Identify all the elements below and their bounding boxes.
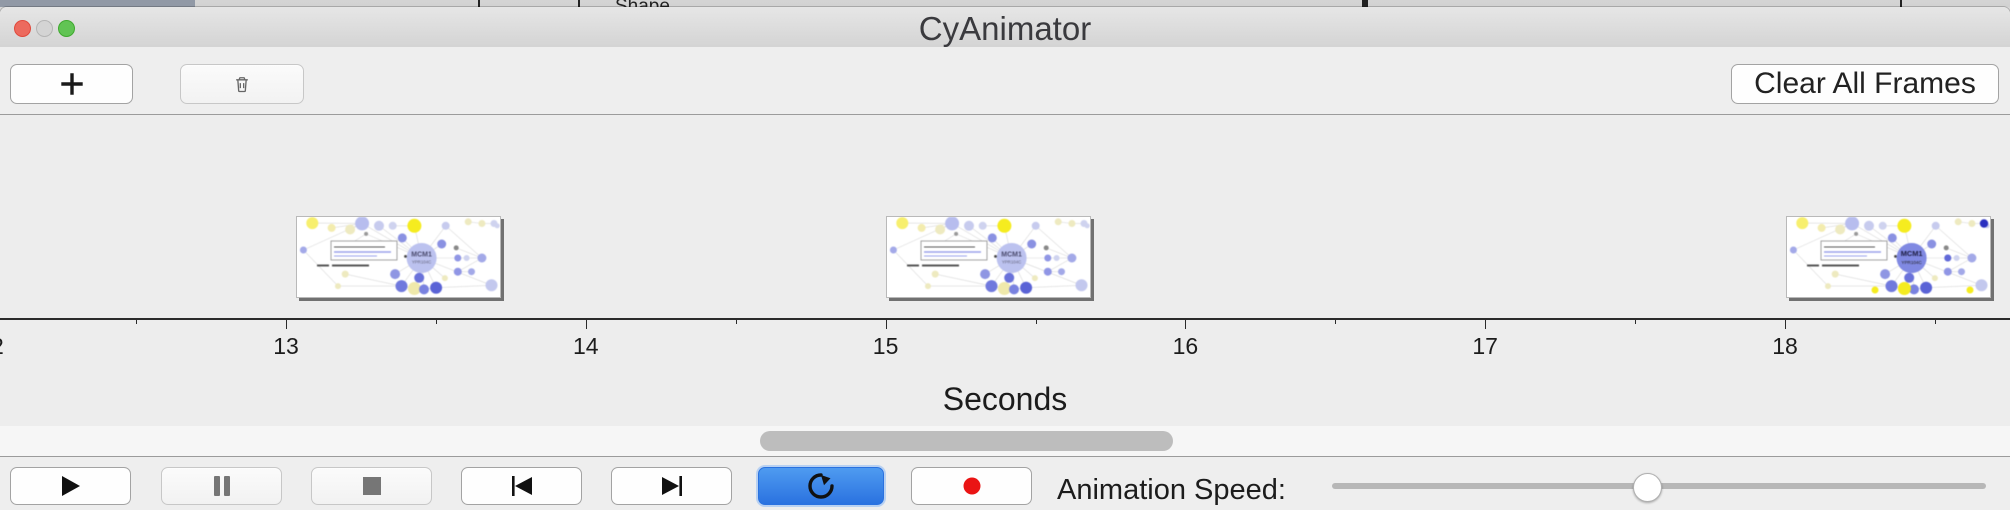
svg-text:YPR104C: YPR104C xyxy=(1901,260,1922,265)
svg-text:MCM1: MCM1 xyxy=(1901,249,1923,258)
